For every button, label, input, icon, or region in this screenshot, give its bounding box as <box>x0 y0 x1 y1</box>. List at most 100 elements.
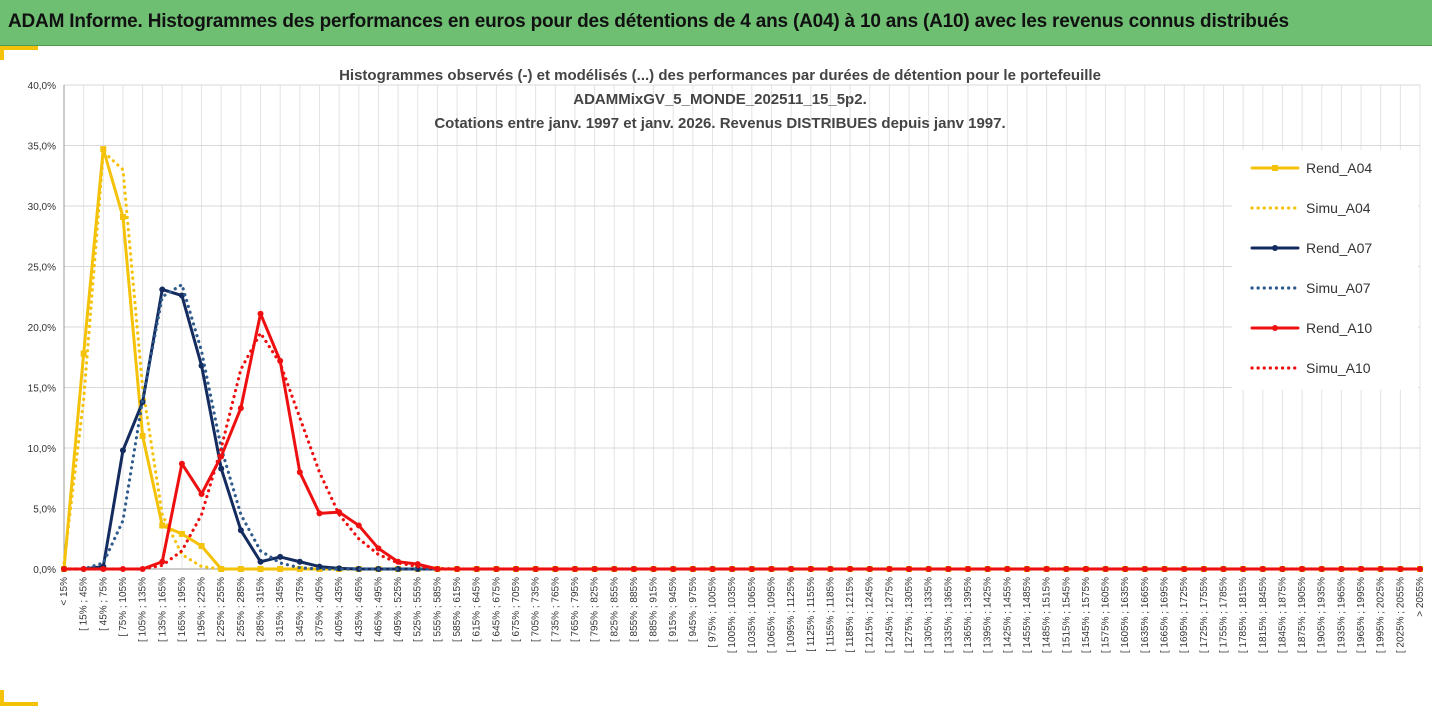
x-tick-label: > 2055% <box>1415 577 1426 617</box>
y-tick-label: 25,0% <box>28 263 56 274</box>
x-tick-label: [ 1035% ; 1065% <box>747 577 758 653</box>
x-tick-label: [ 615% ; 645% <box>472 577 483 642</box>
x-tick-label: [ 1785% ; 1815% <box>1238 577 1249 653</box>
x-tick-label: [ 1755% ; 1785% <box>1218 577 1229 653</box>
series-line-simu_a04 <box>62 149 1422 571</box>
data-point <box>100 566 107 572</box>
header-banner: ADAM Informe. Histogrammes des performan… <box>0 0 1432 46</box>
data-point <box>807 566 814 572</box>
x-tick-label: [ 135% ; 165% <box>157 577 168 642</box>
series-line-rend_a10 <box>62 312 1422 571</box>
data-point <box>729 566 736 572</box>
x-tick-label: [ 1605% ; 1635% <box>1120 577 1131 653</box>
data-point <box>159 522 166 529</box>
data-point <box>178 530 185 537</box>
data-point <box>355 522 362 529</box>
data-point <box>198 543 205 550</box>
data-point <box>1259 566 1266 572</box>
y-tick-label: 35,0% <box>28 142 56 153</box>
data-point <box>237 405 244 412</box>
x-tick-label: [ 2025% ; 2055% <box>1395 577 1406 653</box>
data-point <box>1082 566 1089 572</box>
x-tick-label: [ 1635% ; 1665% <box>1140 577 1151 653</box>
x-tick-label: [ 645% ; 675% <box>491 577 502 642</box>
x-tick-label: [ 405% ; 435% <box>334 577 345 642</box>
x-tick-label: [ 315% ; 345% <box>275 577 286 642</box>
x-tick-label: [ 1935% ; 1965% <box>1336 577 1347 653</box>
chart-legend: Rend_A04 Simu_A04 Rend_A07 Simu_A07 Rend_A10… <box>1232 150 1418 390</box>
legend-item-rend_a07: Rend_A07 <box>1232 239 1418 259</box>
legend-swatch <box>1250 286 1300 290</box>
x-tick-label: [ 1725% ; 1755% <box>1199 577 1210 653</box>
y-tick-label: 10,0% <box>28 444 56 455</box>
data-point <box>159 558 166 565</box>
x-tick-label: [ 1545% ; 1575% <box>1081 577 1092 653</box>
x-tick-label: [ 735% ; 765% <box>550 577 561 642</box>
data-point <box>1161 566 1168 572</box>
x-tick-label: [ 1875% ; 1905% <box>1297 577 1308 653</box>
x-tick-label: [ 1245% ; 1275% <box>884 577 895 653</box>
legend-item-simu_a07: Simu_A07 <box>1232 279 1418 299</box>
legend-swatch <box>1250 325 1300 331</box>
x-tick-label: [ 1155% ; 1185% <box>825 577 836 652</box>
x-tick-label: [ 1845% ; 1875% <box>1277 577 1288 653</box>
page-title: ADAM Informe. Histogrammes des performan… <box>8 11 1289 32</box>
x-tick-label: [ 105% ; 135% <box>138 577 149 642</box>
legend-label: Simu_A04 <box>1306 200 1371 216</box>
legend-item-rend_a10: Rend_A10 <box>1232 319 1418 339</box>
x-tick-label: [ 1005% ; 1035% <box>727 577 738 653</box>
data-point <box>198 362 205 369</box>
data-point <box>296 469 303 476</box>
x-tick-label: [ 945% ; 975% <box>688 577 699 642</box>
data-point <box>906 566 913 572</box>
x-tick-label: [ 1965% ; 1995% <box>1356 577 1367 653</box>
data-point <box>827 566 834 572</box>
data-point <box>650 566 657 572</box>
legend-item-simu_a04: Simu_A04 <box>1232 199 1418 219</box>
frame-corner-top <box>0 46 38 50</box>
frame-corner-bottom <box>0 702 38 706</box>
x-tick-label: [ 525% ; 555% <box>413 577 424 642</box>
legend-swatch <box>1250 366 1300 370</box>
x-tick-label: [ 705% ; 735% <box>531 577 542 642</box>
x-tick-label: [ 855% ; 885% <box>629 577 640 642</box>
data-point <box>1358 566 1365 572</box>
x-tick-label: [ 975% ; 1005% <box>708 577 719 648</box>
x-tick-label: [ 1665% ; 1695% <box>1160 577 1171 653</box>
x-tick-label: [ 225% ; 255% <box>216 577 227 642</box>
data-point <box>119 213 126 220</box>
data-point <box>257 558 264 565</box>
x-tick-label: [ 555% ; 585% <box>432 577 443 642</box>
x-tick-label: [ 255% ; 285% <box>236 577 247 642</box>
x-tick-label: [ 435% ; 465% <box>354 577 365 642</box>
x-tick-label: [ 1275% ; 1305% <box>904 577 915 653</box>
series-line-rend_a04 <box>62 147 1422 571</box>
x-tick-label: [ 45% ; 75% <box>98 577 109 631</box>
series-line-simu_a10 <box>62 331 1422 571</box>
frame-corner-left <box>0 46 4 60</box>
x-tick-label: [ 1905% ; 1935% <box>1317 577 1328 653</box>
data-point <box>1181 566 1188 572</box>
y-tick-label: 30,0% <box>28 202 56 213</box>
data-point <box>277 553 284 560</box>
legend-label: Rend_A04 <box>1306 160 1373 176</box>
x-tick-label: [ 1455% ; 1485% <box>1022 577 1033 653</box>
x-tick-label: [ 1485% ; 1515% <box>1042 577 1053 653</box>
x-tick-label: [ 1575% ; 1605% <box>1101 577 1112 653</box>
data-point <box>454 566 461 572</box>
data-point <box>178 460 185 467</box>
y-tick-label: 20,0% <box>28 323 56 334</box>
data-point <box>139 432 146 439</box>
data-point <box>1338 566 1345 572</box>
data-point <box>159 286 166 293</box>
x-tick-label: [ 1995% ; 2025% <box>1376 577 1387 653</box>
x-tick-label: [ 1425% ; 1455% <box>1002 577 1013 653</box>
x-tick-label: [ 825% ; 855% <box>609 577 620 642</box>
chart-title: Histogrammes observés (-) et modélisés (… <box>180 64 1260 136</box>
x-tick-label: [ 1515% ; 1545% <box>1061 577 1072 653</box>
data-point <box>552 566 559 572</box>
legend-item-simu_a10: Simu_A10 <box>1232 359 1418 379</box>
data-point <box>375 545 382 552</box>
x-tick-label: [ 1395% ; 1425% <box>983 577 994 653</box>
